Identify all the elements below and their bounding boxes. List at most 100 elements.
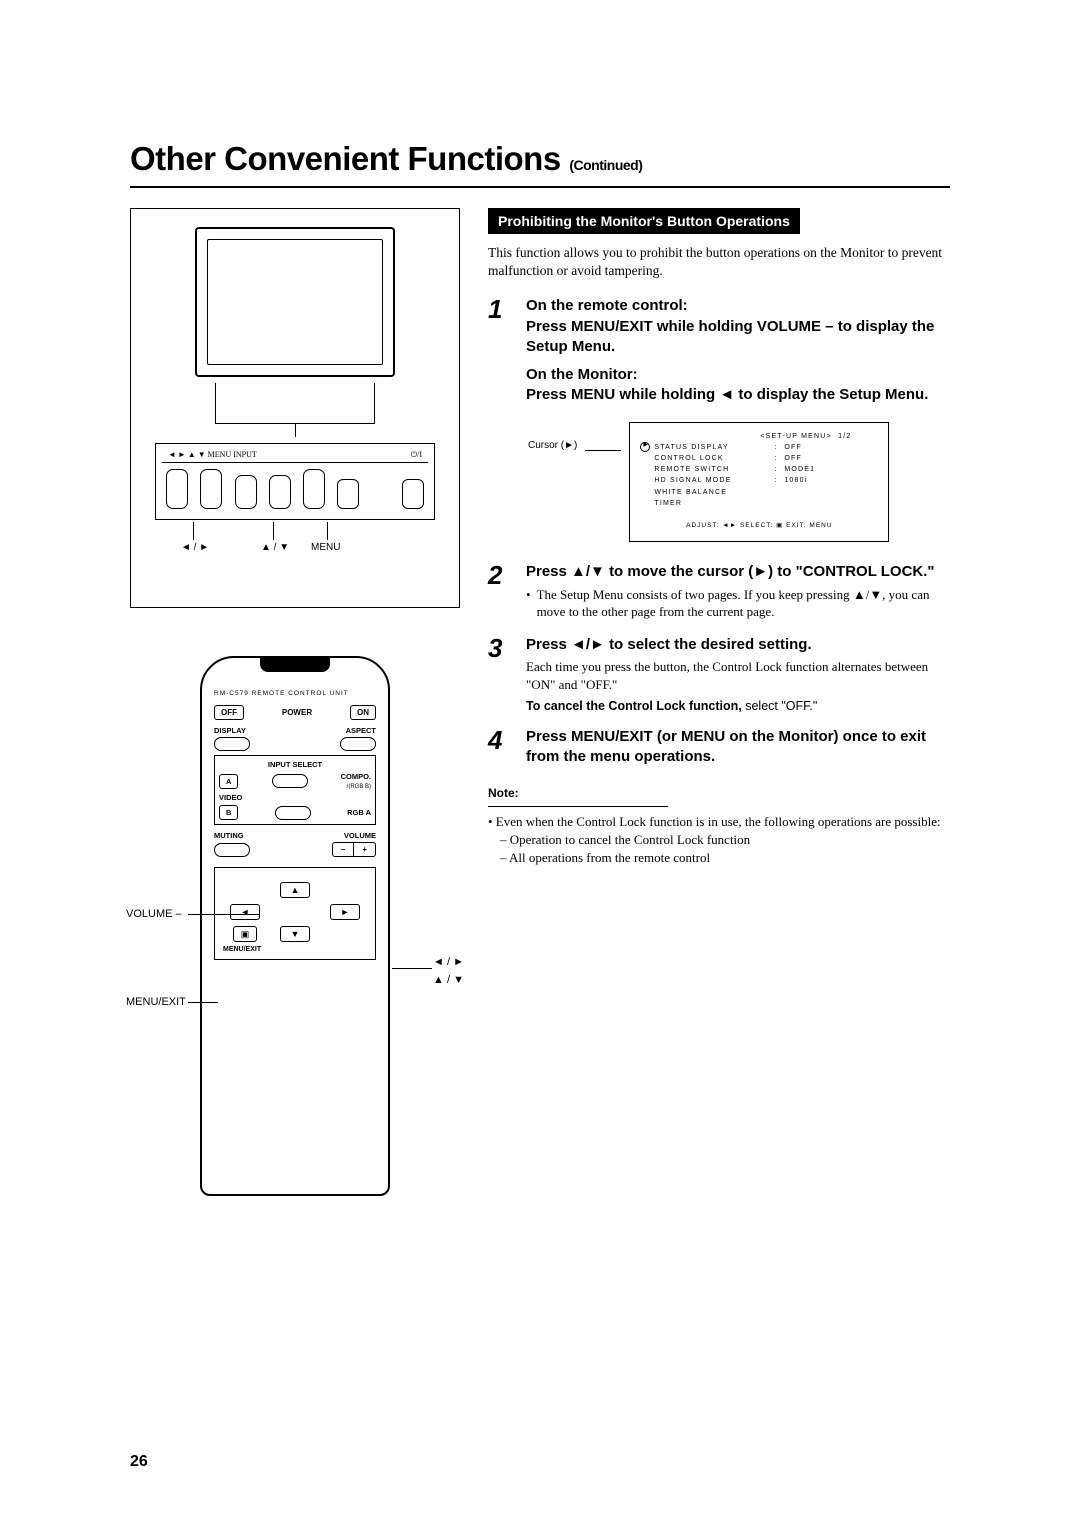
note-b2: – Operation to cancel the Control Lock f…	[488, 831, 950, 849]
step-3: 3 Press ◄/► to select the desired settin…	[488, 635, 950, 713]
sm-r4k: HD SIGNAL MODE	[654, 475, 774, 486]
remote-model: RM-C579 REMOTE CONTROL UNIT	[214, 690, 376, 697]
note-b1: • Even when the Control Lock function is…	[488, 813, 950, 831]
step3-cancel-rest: select "OFF."	[742, 699, 818, 713]
panel-ud-label: ▲ / ▼	[261, 542, 289, 553]
panel-lr-label: ◄ / ►	[181, 542, 209, 553]
setup-menu-illustration: Cursor (►) <SET-UP MENU> 1/2 STATUS DISP…	[528, 422, 950, 543]
panel-btn	[200, 469, 222, 509]
title-main: Other Convenient Functions	[130, 140, 561, 177]
bracket-lines	[165, 383, 425, 433]
intro-text: This function allows you to prohibit the…	[488, 244, 950, 280]
sm-r2v: OFF	[784, 453, 802, 464]
video-label: VIDEO	[219, 793, 242, 802]
sm-r2k: CONTROL LOCK	[654, 453, 774, 464]
remote-on-btn: ON	[350, 705, 376, 720]
sm-r3k: REMOTE SWITCH	[654, 464, 774, 475]
callout-menuexit: MENU/EXIT	[126, 996, 186, 1008]
step-2-num: 2	[488, 562, 514, 620]
panel-top-right-label: ⏻/I	[411, 450, 422, 460]
cursor-label: Cursor (►)	[528, 422, 577, 451]
step3-cancel-bold: To cancel the Control Lock function,	[526, 699, 742, 713]
step-2: 2 Press ▲/▼ to move the cursor (►) to "C…	[488, 562, 950, 620]
sm-r1k: STATUS DISPLAY	[654, 442, 774, 453]
page-title: Other Convenient Functions (Continued)	[130, 140, 950, 188]
page-number: 26	[130, 1453, 148, 1471]
monitor-button-panel: ◄ ► ▲ ▼ MENU INPUT ⏻/I	[155, 443, 435, 520]
monitor-diagram: ◄ ► ▲ ▼ MENU INPUT ⏻/I	[130, 208, 460, 608]
remote-b-btn: B	[219, 805, 238, 820]
step3-cancel: To cancel the Control Lock function, sel…	[526, 699, 950, 713]
menuexit-label: MENU/EXIT	[223, 946, 367, 953]
remote-aspect-btn	[340, 737, 376, 751]
panel-top-left-labels: ◄ ► ▲ ▼ MENU INPUT	[168, 450, 257, 460]
dpad-down: ▼	[280, 926, 310, 942]
step1-line2: Press MENU/EXIT while holding VOLUME – t…	[526, 317, 950, 358]
remote-power-label: POWER	[282, 708, 312, 717]
panel-btn	[402, 479, 424, 509]
step3-sub: Each time you press the button, the Cont…	[526, 658, 950, 693]
remote-rgba-btn	[275, 806, 311, 820]
muting-label: MUTING	[214, 831, 244, 840]
dpad-right: ►	[330, 904, 360, 920]
panel-callout-labels: ◄ / ► ▲ / ▼ MENU	[155, 522, 435, 564]
sm-r5k: WHITE BALANCE	[654, 487, 774, 498]
dpad-up: ▲	[280, 882, 310, 898]
remote-aspect-label: ASPECT	[346, 726, 376, 735]
panel-btn	[166, 469, 188, 509]
step-1: 1 On the remote control: Press MENU/EXIT…	[488, 296, 950, 405]
sm-r3v: MODE1	[784, 464, 815, 475]
remote-vol-minus: –	[332, 842, 354, 857]
right-column: Prohibiting the Monitor's Button Operati…	[488, 208, 950, 1196]
dpad-menu: ▣	[233, 926, 257, 942]
rgba-label: RGB A	[347, 808, 371, 817]
remote-display-btn	[214, 737, 250, 751]
step-1-num: 1	[488, 296, 514, 405]
compo-label: COMPO.	[341, 772, 371, 781]
sm-r4v: 1080i	[784, 475, 807, 486]
sm-bottom: ADJUST: ◄► SELECT: ▣ EXIT: MENU	[640, 521, 878, 531]
remote-compo-btn	[272, 774, 308, 788]
dpad-left: ◄	[230, 904, 260, 920]
sm-title: <SET-UP MENU>	[760, 431, 832, 442]
left-column: ◄ ► ▲ ▼ MENU INPUT ⏻/I	[130, 208, 460, 1196]
input-select-label: INPUT SELECT	[219, 760, 371, 769]
title-continued: (Continued)	[569, 157, 642, 173]
panel-btn	[269, 475, 291, 509]
remote-off-btn: OFF	[214, 705, 244, 720]
panel-btn	[337, 479, 359, 509]
remote-input-select: INPUT SELECT A COMPO. /(RGB B) VIDEO	[214, 755, 376, 825]
setup-menu-box: <SET-UP MENU> 1/2 STATUS DISPLAY:OFF CON…	[629, 422, 889, 543]
sm-r1v: OFF	[784, 442, 802, 453]
step1-line1: On the remote control:	[526, 296, 950, 316]
panel-btn	[303, 469, 325, 509]
step4-head: Press MENU/EXIT (or MENU on the Monitor)…	[526, 727, 950, 768]
panel-menu-label: MENU	[311, 542, 340, 553]
step2-head: Press ▲/▼ to move the cursor (►) to "CON…	[526, 562, 950, 582]
callout-ud: ▲ / ▼	[433, 974, 464, 986]
rgbb-label: /(RGB B)	[347, 784, 371, 790]
step1-line4: Press MENU while holding ◄ to display th…	[526, 385, 950, 405]
step-4-num: 4	[488, 727, 514, 768]
note-block: Note: • Even when the Control Lock funct…	[488, 786, 950, 868]
remote-display-label: DISPLAY	[214, 726, 246, 735]
note-heading: Note:	[488, 786, 950, 800]
step-4: 4 Press MENU/EXIT (or MENU on the Monito…	[488, 727, 950, 768]
volume-label: VOLUME	[344, 831, 376, 840]
section-header: Prohibiting the Monitor's Button Operati…	[488, 208, 800, 234]
remote-a-btn: A	[219, 774, 238, 789]
cursor-icon	[640, 442, 650, 452]
step2-bullet: The Setup Menu consists of two pages. If…	[537, 586, 950, 621]
tv-screen-illustration	[195, 227, 395, 377]
step3-head: Press ◄/► to select the desired setting.	[526, 635, 950, 655]
note-b3: – All operations from the remote control	[488, 849, 950, 867]
callout-volume-minus: VOLUME –	[126, 908, 182, 920]
note-divider	[488, 806, 668, 807]
sm-page: 1/2	[838, 431, 851, 442]
remote-vol-plus: +	[354, 842, 376, 857]
step-3-num: 3	[488, 635, 514, 713]
callout-lr: ◄ / ►	[433, 956, 464, 968]
panel-btn	[235, 475, 257, 509]
remote-diagram: RM-C579 REMOTE CONTROL UNIT OFF POWER ON…	[130, 656, 460, 1196]
sm-r6k: TIMER	[654, 498, 774, 509]
